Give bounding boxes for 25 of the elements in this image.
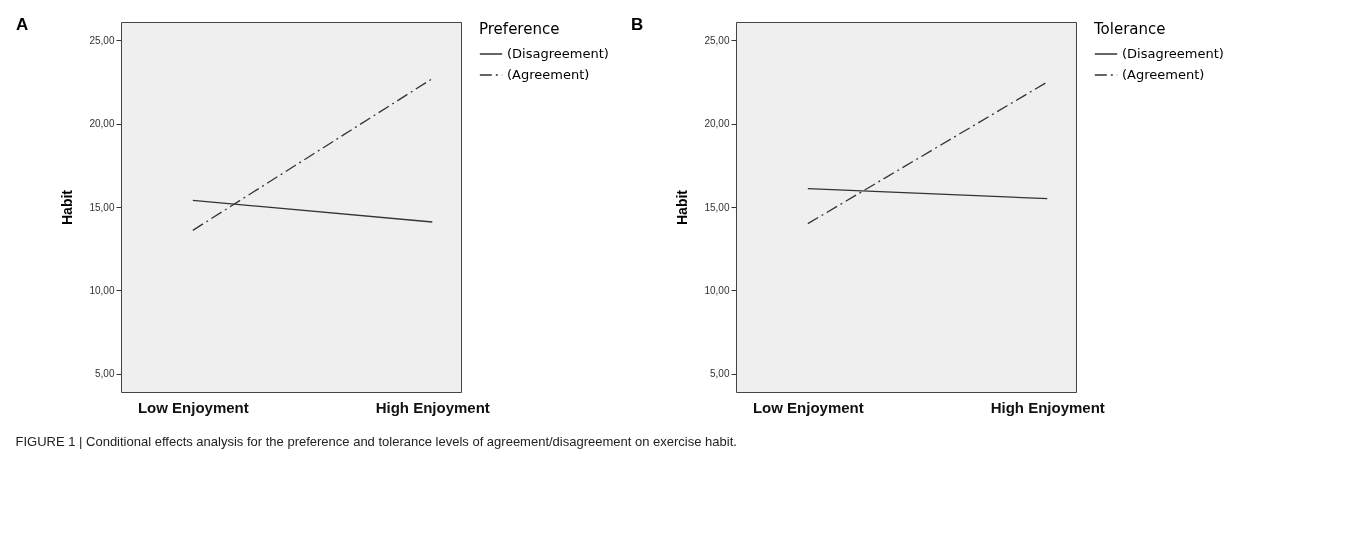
x-tick-label: High Enjoyment [990, 398, 1105, 416]
legend-title: Preference [479, 20, 560, 38]
y-tick-label: 20,00 [89, 118, 115, 130]
caption: FIGURE 1 | Conditional effects analysis for the preference and tolerance levels of agreement/disagreement on exercise habit. [15, 433, 737, 449]
y-tick-label: 20,00 [704, 118, 730, 130]
y-tick-label: 10,00 [704, 284, 730, 296]
y-tick-label: 5,00 [710, 368, 730, 380]
x-tick-label: Low Enjoyment [137, 398, 249, 416]
chart-title: B [630, 15, 644, 34]
legend-label: (Disagreement) [507, 46, 609, 61]
legend-label: (Agreement) [507, 67, 590, 82]
x-tick-label: High Enjoyment [375, 398, 490, 416]
y-tick-label: 15,00 [89, 201, 115, 213]
y-tick-label: 10,00 [89, 284, 115, 296]
chart-title: A [15, 15, 29, 34]
y-tick-label: 15,00 [704, 201, 730, 213]
x-tick-label: Low Enjoyment [752, 398, 864, 416]
y-axis-title: Habit [674, 189, 691, 225]
y-axis-title: Habit [59, 189, 76, 225]
legend-label: (Agreement) [1122, 67, 1205, 82]
legend-label: (Disagreement) [1122, 46, 1224, 61]
y-tick-label: 25,00 [704, 34, 730, 46]
y-tick-label: 25,00 [89, 34, 115, 46]
y-tick-label: 5,00 [95, 368, 115, 380]
legend-title: Tolerance [1093, 20, 1166, 38]
